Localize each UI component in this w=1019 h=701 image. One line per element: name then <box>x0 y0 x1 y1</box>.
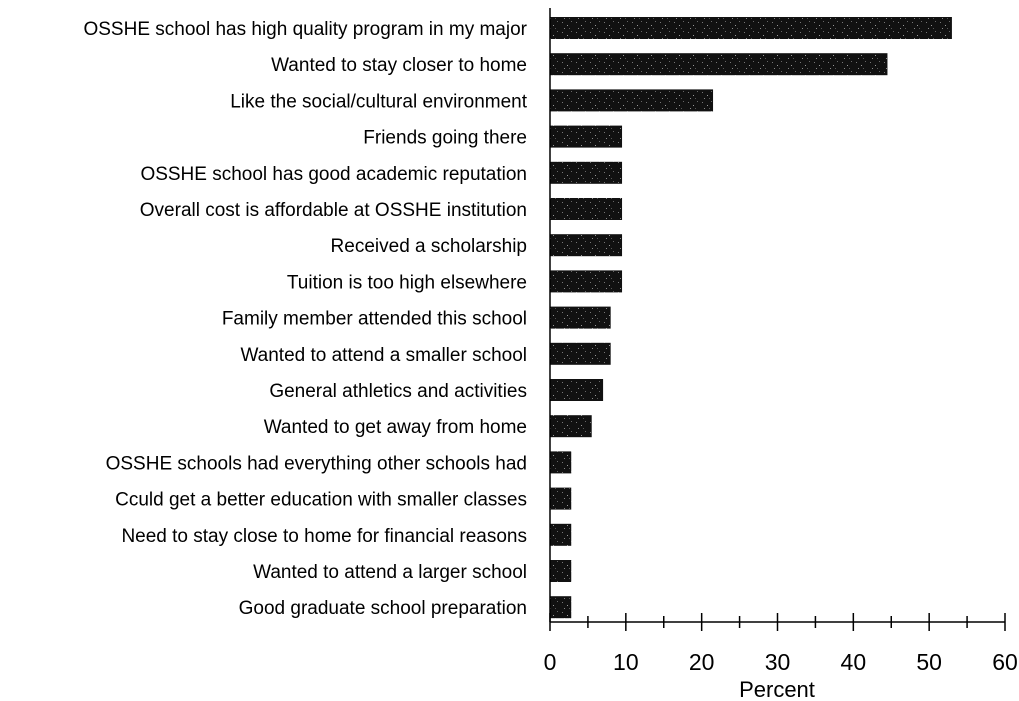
category-label: Overall cost is affordable at OSSHE inst… <box>140 200 527 221</box>
x-tick-label: 0 <box>544 649 557 675</box>
category-label: Like the social/cultural environment <box>230 91 527 112</box>
x-axis: 0 10 20 30 40 50 60 <box>544 8 1018 675</box>
x-axis-ticks: 0 10 20 30 40 50 60 <box>544 613 1018 675</box>
bar <box>550 379 604 401</box>
bar <box>550 270 623 293</box>
bar <box>550 523 572 546</box>
bar <box>550 451 572 474</box>
bar <box>550 125 623 148</box>
category-label: Wanted to attend a larger school <box>253 562 527 583</box>
category-label: Need to stay close to home for financial… <box>121 526 527 547</box>
bars <box>550 17 952 619</box>
bar <box>550 53 888 76</box>
category-label: Tuition is too high elsewhere <box>287 272 527 293</box>
category-label: Wanted to get away from home <box>264 417 527 438</box>
category-label: Cculd get a better education with smalle… <box>115 490 527 511</box>
category-label: OSSHE school has high quality program in… <box>83 19 527 40</box>
x-tick-label: 20 <box>689 649 715 675</box>
bar <box>550 89 714 112</box>
category-label: Friends going there <box>363 128 527 149</box>
x-tick-label: 40 <box>841 649 867 675</box>
category-labels: OSSHE school has high quality program in… <box>83 19 527 619</box>
bar <box>550 415 592 438</box>
x-tick-label: 60 <box>992 649 1018 675</box>
bar <box>550 161 623 184</box>
category-label: OSSHE schools had everything other schoo… <box>106 453 527 474</box>
category-label: General athletics and activities <box>269 381 527 402</box>
category-label: Family member attended this school <box>222 309 527 330</box>
bar <box>550 560 572 582</box>
x-tick-label: 10 <box>613 649 639 675</box>
category-label: Good graduate school preparation <box>239 598 527 619</box>
bar <box>550 306 611 329</box>
bar <box>550 198 623 220</box>
bar <box>550 17 952 39</box>
category-label: Wanted to stay closer to home <box>271 55 527 76</box>
x-tick-label: 30 <box>765 649 791 675</box>
x-tick-label: 50 <box>916 649 942 675</box>
bar <box>550 234 623 257</box>
bar <box>550 487 572 510</box>
x-axis-title: Percent <box>739 677 815 701</box>
category-label: Wanted to attend a smaller school <box>240 345 527 366</box>
bar <box>550 342 611 365</box>
bar <box>550 596 572 619</box>
category-label: Received a scholarship <box>331 236 527 257</box>
category-label: OSSHE school has good academic reputatio… <box>140 164 527 185</box>
